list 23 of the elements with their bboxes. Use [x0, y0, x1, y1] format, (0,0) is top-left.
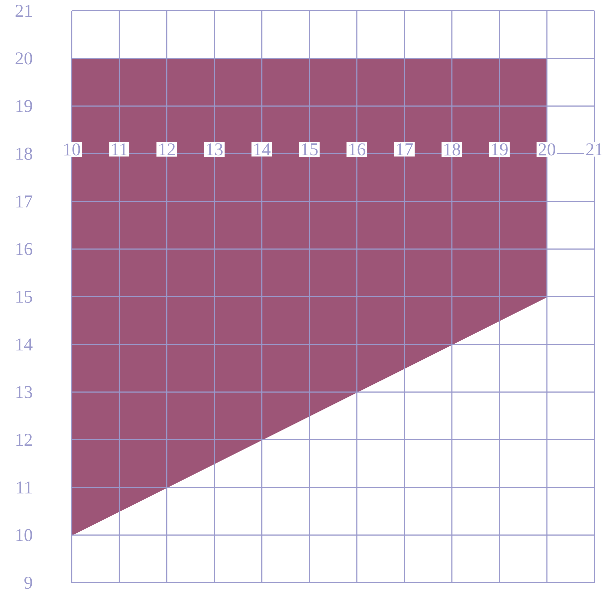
- y-tick-label: 16: [16, 243, 33, 256]
- y-tick-label: 10: [16, 529, 32, 542]
- x-tick-label: 18: [444, 144, 460, 156]
- y-tick-label: 15: [16, 290, 32, 304]
- y-tick-label: 9: [24, 576, 32, 590]
- y-tick-label: 20: [16, 52, 32, 65]
- y-tick-label: 17: [16, 196, 33, 208]
- y-tick-label: 21: [16, 5, 32, 17]
- y-tick-label: 19: [16, 100, 32, 112]
- x-tick-label: 14: [254, 144, 271, 156]
- x-tick-label: 20: [538, 144, 556, 156]
- x-tick-label: 10: [64, 144, 80, 156]
- y-tick-label: 14: [16, 338, 33, 351]
- y-tick-label: 13: [16, 386, 32, 398]
- x-tick-label: 11: [112, 144, 128, 156]
- y-tick-label: 12: [16, 434, 32, 446]
- x-tick-label: 19: [492, 144, 508, 156]
- y-tick-label: 11: [17, 482, 32, 494]
- x-tick-label: 16: [350, 144, 366, 156]
- x-tick-label: 12: [160, 144, 176, 156]
- x-tick-label: 15: [302, 144, 318, 156]
- x-tick-label: 17: [397, 144, 414, 156]
- x-tick-label: 13: [207, 144, 223, 156]
